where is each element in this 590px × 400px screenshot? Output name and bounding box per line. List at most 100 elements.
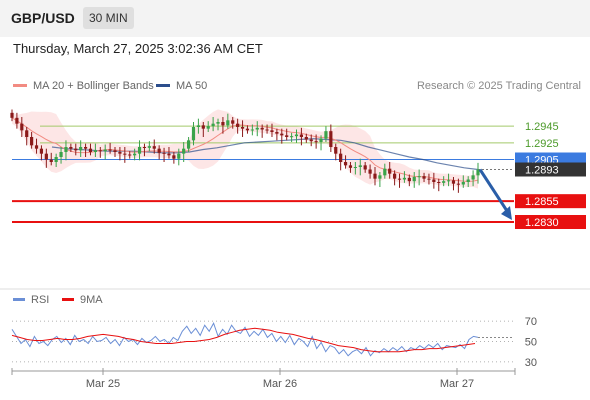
candle-body: [201, 125, 205, 129]
candle-body: [10, 112, 14, 118]
candle-body: [446, 180, 451, 182]
candle-body: [378, 175, 382, 179]
candle-body: [412, 177, 416, 182]
candle-body: [108, 149, 112, 151]
candle-body: [363, 165, 367, 170]
candle-body: [407, 177, 411, 182]
rsi-swatch: [13, 297, 25, 301]
candle-body: [59, 152, 63, 157]
rsi-tick-label: 50: [525, 337, 537, 349]
timeframe-button[interactable]: 30 MIN: [83, 7, 134, 29]
candle-body: [147, 146, 151, 148]
candle-body: [83, 147, 88, 149]
candle-body: [69, 147, 73, 149]
candle-body: [30, 137, 34, 146]
candle-body: [39, 148, 44, 154]
candle-body: [64, 147, 68, 152]
projection-arrow-head: [501, 206, 512, 220]
bollinger-band-area: [12, 109, 478, 189]
candle-body: [123, 153, 127, 155]
ma20-line: [11, 117, 479, 182]
candle-body: [280, 133, 284, 136]
candle-body: [319, 138, 323, 142]
candle-body: [368, 169, 372, 174]
level-label-box-3: [515, 162, 586, 177]
candle-body: [383, 168, 387, 176]
candle-body: [137, 147, 142, 154]
candle-body: [461, 182, 465, 185]
candle-body: [182, 148, 186, 154]
candle-body: [466, 179, 470, 182]
candle-body: [88, 148, 93, 152]
candle-body: [245, 128, 250, 131]
candle-body: [186, 140, 191, 149]
candle-body: [373, 173, 377, 179]
candle-body: [250, 129, 254, 131]
candle-body: [402, 177, 407, 180]
legend-9ma: 9MA: [62, 294, 103, 306]
projection-arrow-shaft: [478, 168, 511, 215]
candle-body: [79, 147, 83, 151]
level-label-1: 1.2925: [525, 138, 559, 150]
top-bar: GBP/USD 30 MIN: [0, 0, 590, 37]
legend-ma50: MA 50: [156, 80, 207, 92]
candle-body: [437, 182, 441, 183]
candle-body: [20, 123, 24, 131]
symbol-label: GBP/USD: [11, 10, 75, 26]
level-label-box-5: [515, 215, 586, 229]
candle-body: [417, 176, 421, 178]
level-label-5: 1.2830: [525, 217, 559, 229]
candle-body: [290, 136, 294, 138]
candle-body: [172, 155, 176, 159]
candle-body: [128, 154, 132, 156]
candle-body: [422, 176, 426, 179]
candle-body: [432, 179, 436, 182]
candle-body: [142, 147, 147, 148]
candle-body: [353, 167, 357, 168]
candle-body: [49, 159, 53, 162]
legend-bollinger: MA 20 + Bollinger Bands: [13, 80, 154, 92]
candle-body: [113, 150, 117, 152]
candle-body: [324, 131, 328, 139]
level-label-0: 1.2945: [525, 121, 559, 133]
x-tick-label: Mar 27: [440, 378, 474, 390]
candle-body: [275, 132, 279, 134]
candle-body: [456, 183, 460, 185]
candle-body: [54, 157, 58, 162]
candle-body: [103, 149, 107, 152]
candle-body: [393, 173, 397, 179]
candle-body: [221, 122, 225, 126]
candle-body: [260, 127, 264, 130]
rsi-line: [11, 321, 479, 357]
candle-body: [15, 117, 19, 124]
rsi-tick-label: 70: [525, 316, 537, 328]
candle-body: [476, 169, 480, 176]
candle-body: [167, 153, 171, 156]
candle-body: [339, 153, 343, 162]
candle-body: [93, 150, 97, 152]
x-tick-label: Mar 26: [263, 378, 297, 390]
candle-body: [294, 134, 299, 137]
chart-datetime: Thursday, March 27, 2025 3:02:36 AM CET: [13, 41, 263, 56]
candle-body: [388, 168, 392, 174]
candle-body: [314, 141, 318, 143]
candle-body: [329, 131, 333, 147]
candle-body: [34, 145, 39, 149]
candle-body: [236, 123, 240, 127]
x-tick-label: Mar 25: [86, 378, 120, 390]
candle-body: [25, 130, 29, 137]
candle-body: [118, 152, 122, 154]
candle-body: [191, 127, 196, 141]
rsi-ma-line: [11, 327, 476, 353]
candle-body: [44, 153, 48, 160]
bollinger-legend-label: MA 20 + Bollinger Bands: [33, 80, 154, 92]
candle-body: [226, 120, 230, 126]
candle-body: [427, 178, 431, 180]
candle-body: [348, 165, 353, 168]
ma9-legend-label: 9MA: [80, 294, 103, 306]
candles-group: [10, 109, 480, 193]
candle-body: [451, 180, 456, 184]
candle-body: [211, 123, 215, 127]
rsi-tick-label: 30: [525, 357, 537, 369]
